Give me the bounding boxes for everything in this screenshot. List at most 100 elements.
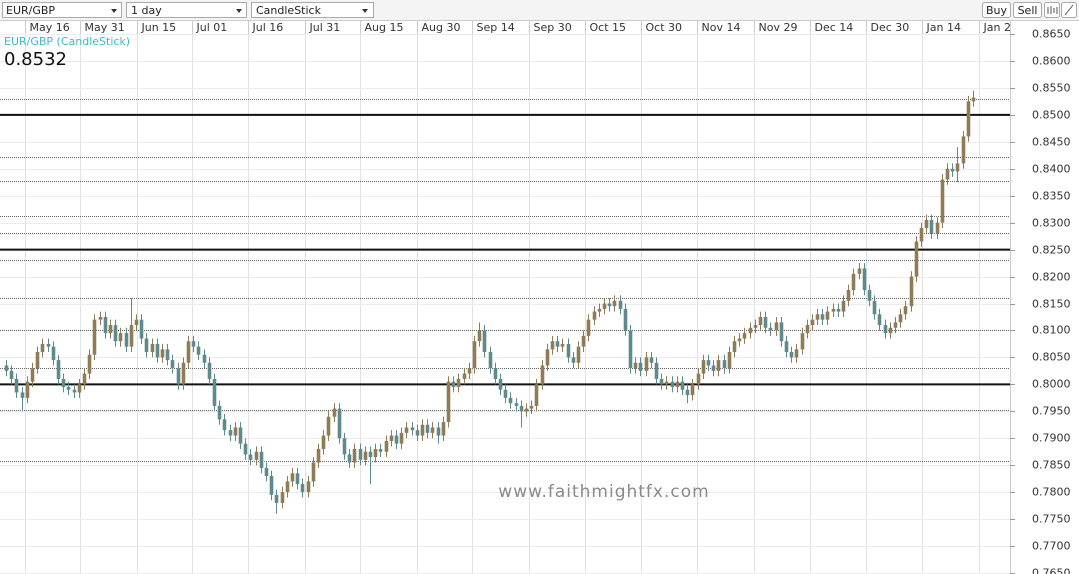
candle-body [462, 373, 467, 379]
candle-body [545, 349, 550, 366]
candle-body [633, 362, 638, 369]
x-tick-label: Dec 14 [815, 21, 854, 34]
x-tick-label: Jul 31 [309, 21, 341, 34]
candle-body [566, 343, 571, 358]
candle-body [768, 327, 773, 331]
candle-body [233, 427, 238, 436]
candle-body [857, 268, 862, 274]
dropdown-arrow [362, 9, 368, 13]
candle-body [831, 308, 836, 312]
x-tick-label: Jan 2 [983, 21, 1011, 34]
candle-body [389, 435, 394, 441]
x-tick-label: May 31 [85, 21, 125, 34]
buy-button[interactable] [982, 2, 1011, 18]
candle-body [748, 327, 753, 334]
interval-text: 1 day [131, 4, 162, 17]
candle-body [758, 316, 763, 326]
indicator-icon [1047, 6, 1058, 14]
candle-body [300, 484, 305, 493]
candle-body [966, 101, 971, 137]
candle-body [399, 432, 404, 444]
style-select[interactable] [251, 2, 374, 18]
candle-body [456, 378, 461, 388]
candle-body [488, 352, 493, 369]
y-tick-label: 0.7650 [1032, 567, 1071, 574]
symbol-select[interactable] [2, 2, 122, 18]
x-tick-label: Nov 29 [759, 21, 798, 34]
candle-body [732, 341, 737, 353]
candle-body [519, 405, 524, 412]
candle-body [280, 492, 285, 503]
candle-body [181, 362, 186, 385]
candle-body [924, 219, 929, 229]
candle-body [742, 333, 747, 339]
dropdown-arrow [236, 9, 242, 13]
candle-body [529, 405, 534, 409]
candle-body [576, 346, 581, 363]
candle-body [186, 341, 191, 363]
candle-body [170, 360, 175, 369]
x-tick-label: Oct 30 [646, 21, 683, 34]
candle-body [950, 168, 955, 172]
candle-body [722, 360, 727, 369]
candle-body [82, 373, 87, 385]
candle-body [212, 378, 217, 406]
candle-body [825, 311, 830, 320]
candle-body [597, 308, 602, 312]
candle-body [696, 373, 701, 385]
candle-body [612, 300, 617, 307]
y-tick-label: 0.8200 [1032, 271, 1071, 284]
sell-button[interactable] [1013, 2, 1042, 18]
candle-body [716, 360, 721, 371]
x-tick-label: Sep 30 [534, 21, 572, 34]
y-tick-label: 0.8000 [1032, 378, 1071, 391]
candle-body [935, 222, 940, 234]
candle-body [903, 306, 908, 315]
x-tick-label: Jul 16 [252, 21, 284, 34]
candle-body [196, 346, 201, 355]
style-text: CandleStick [256, 4, 322, 17]
candle-body [477, 330, 482, 342]
candle-body [243, 443, 248, 455]
candle-body [321, 435, 326, 450]
y-tick-label: 0.8550 [1032, 82, 1071, 95]
candle-body [441, 422, 446, 436]
candle-body [810, 319, 815, 326]
candle-body [763, 316, 768, 328]
y-tick-label: 0.8250 [1032, 244, 1071, 257]
y-tick-label: 0.7900 [1032, 432, 1071, 445]
y-tick-label: 0.8350 [1032, 190, 1071, 203]
y-tick-label: 0.8100 [1032, 324, 1071, 337]
candle-body [550, 341, 555, 350]
candle-body [836, 308, 841, 312]
y-tick-label: 0.7850 [1032, 459, 1071, 472]
candle-body [638, 362, 643, 371]
candle-body [846, 290, 851, 301]
candle-body [774, 322, 779, 331]
candle-body [316, 449, 321, 463]
candle-body [503, 389, 508, 398]
draw-icon [1064, 4, 1074, 16]
interval-select[interactable] [126, 2, 247, 18]
candle-body [779, 322, 784, 342]
candle-body [685, 389, 690, 396]
candle-body [118, 333, 123, 342]
candle-body [139, 319, 144, 339]
dropdown-arrow [111, 9, 117, 13]
candle-body [264, 467, 269, 476]
candle-body [851, 273, 856, 291]
y-tick-label: 0.8650 [1032, 28, 1071, 41]
candle-body [425, 424, 430, 433]
candle-body [430, 427, 435, 433]
candle-body [753, 325, 758, 328]
y-tick-label: 0.7800 [1032, 486, 1071, 499]
x-tick-label: Dec 30 [871, 21, 910, 34]
candle-body [352, 449, 357, 463]
candle-body [347, 454, 352, 463]
candle-body [4, 365, 9, 371]
watermark: www.faithmightfx.com [498, 482, 709, 502]
candle-body [254, 451, 259, 460]
candle-body [56, 360, 61, 379]
candle-body [358, 449, 363, 460]
legend-label: EUR/GBP (CandleStick) [4, 35, 130, 48]
